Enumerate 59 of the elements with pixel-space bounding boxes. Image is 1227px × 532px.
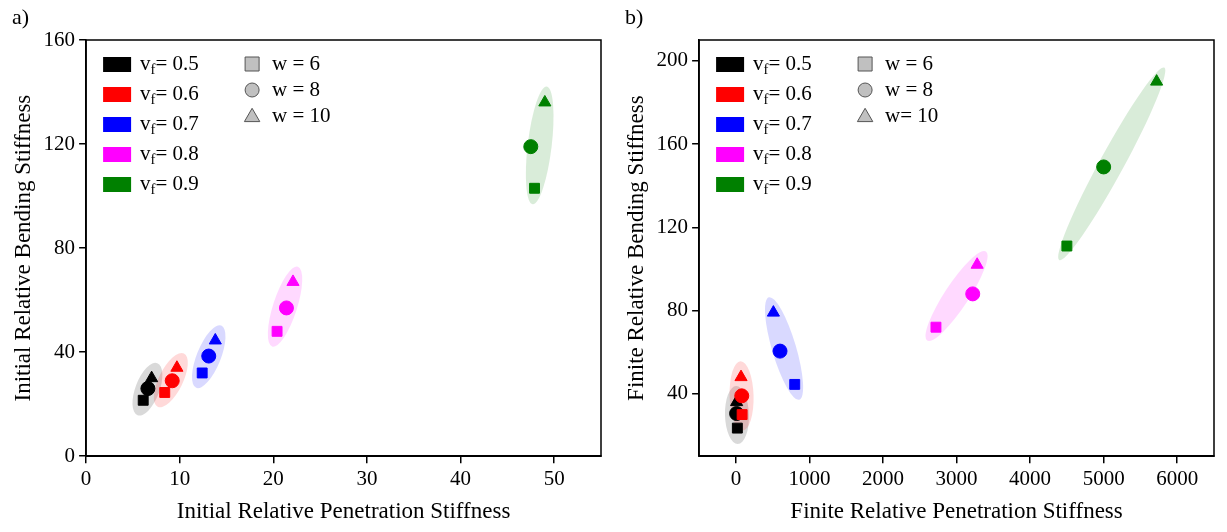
point (170, 360, 184, 372)
x-axis-title: Initial Relative Penetration Stiffness (176, 498, 511, 524)
text: b) (625, 4, 644, 30)
x-tick-label: 0 (80, 466, 92, 491)
point (137, 394, 149, 406)
x-axis-title: Finite Relative Penetration Stiffness (790, 498, 1123, 524)
legend-label: w = 8 (272, 76, 321, 101)
y-tick-label: 0 (64, 442, 76, 467)
x-tick-label: 5000 (1082, 466, 1125, 491)
legend-label: w = 10 (272, 102, 331, 127)
x-tick-label: 50 (543, 466, 565, 491)
point (286, 274, 300, 286)
x-tick-label: 10 (169, 466, 191, 491)
point (523, 139, 539, 155)
legend-label: w= 10 (885, 102, 939, 127)
point (538, 94, 552, 107)
y-tick-label: 40 (54, 338, 76, 363)
x-tick-label: 3000 (935, 466, 978, 491)
y-axis-title: Initial Relative Bending Stiffness (9, 94, 35, 402)
legend-label: w = 8 (885, 76, 934, 101)
point (271, 325, 283, 337)
point (196, 367, 208, 379)
y-tick-label: 160 (43, 26, 76, 51)
x-tick-label: 40 (450, 466, 472, 491)
x-tick-label: 4000 (1009, 466, 1052, 491)
y-axis-title: Finite Relative Bending Stiffness (622, 95, 648, 401)
legend-label: w = 6 (272, 50, 321, 75)
point (772, 343, 788, 359)
point (965, 286, 981, 302)
y-tick-label: 160 (656, 130, 689, 155)
x-tick-label: 30 (356, 466, 378, 491)
x-tick-label: 1000 (788, 466, 831, 491)
point (159, 387, 171, 398)
text: a) (12, 4, 30, 30)
point (1150, 74, 1164, 86)
point (766, 305, 780, 317)
legend-label: w = 6 (885, 50, 934, 75)
y-tick-label: 120 (656, 213, 689, 238)
x-tick-label: 20 (262, 466, 284, 491)
y-tick-label: 80 (54, 234, 76, 259)
point (970, 257, 984, 269)
point (145, 370, 159, 383)
point (930, 321, 942, 333)
y-tick-label: 40 (667, 380, 689, 405)
point (208, 332, 222, 345)
point (1096, 159, 1112, 175)
point (734, 369, 748, 382)
y-tick-label: 200 (656, 47, 689, 72)
point (731, 422, 743, 434)
point (734, 388, 750, 404)
x-tick-label: 0 (730, 466, 742, 491)
x-tick-label: 2000 (861, 466, 904, 491)
y-tick-label: 120 (43, 130, 76, 155)
point (736, 409, 748, 421)
x-tick-label: 6000 (1156, 466, 1199, 491)
point (789, 378, 801, 390)
point (278, 300, 294, 316)
y-tick-label: 80 (667, 297, 689, 322)
point (1061, 240, 1073, 252)
